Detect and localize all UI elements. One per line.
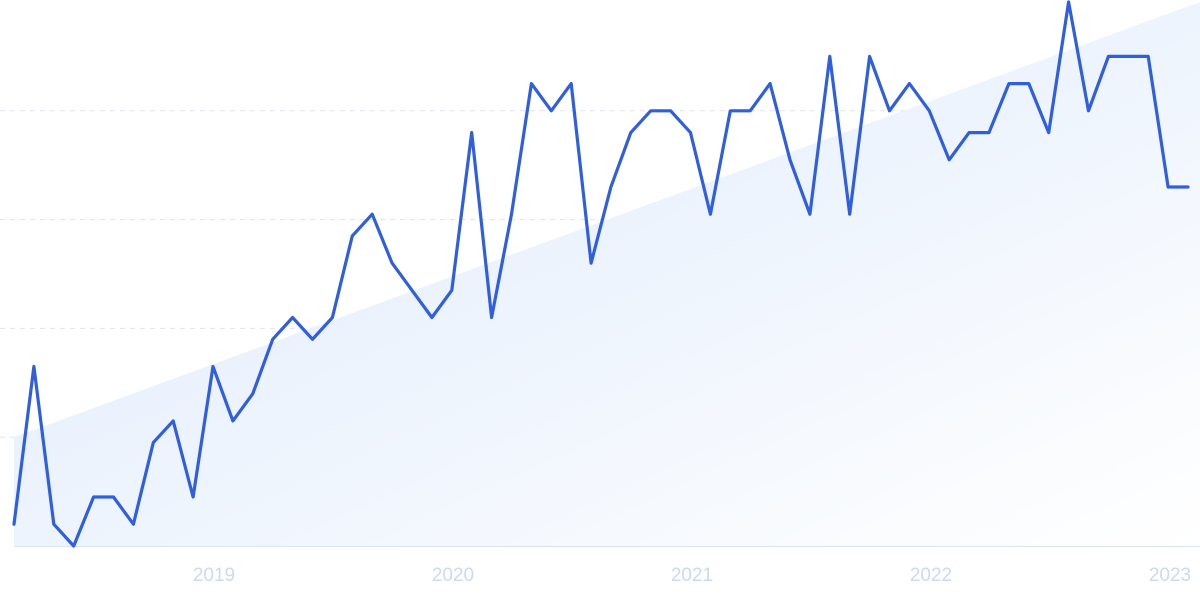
x-axis-ticks: 2019 2020 2021 2022 2023: [193, 565, 1191, 586]
series-line: [12, 0, 1190, 548]
x-tick-label-2019: 2019: [193, 565, 235, 586]
x-tick-label-2021: 2021: [671, 565, 713, 586]
x-tick-label-2022: 2022: [910, 565, 952, 586]
trend-area: [14, 2, 1200, 546]
x-tick-label-2020: 2020: [432, 565, 474, 586]
x-tick-label-2023: 2023: [1149, 565, 1191, 586]
